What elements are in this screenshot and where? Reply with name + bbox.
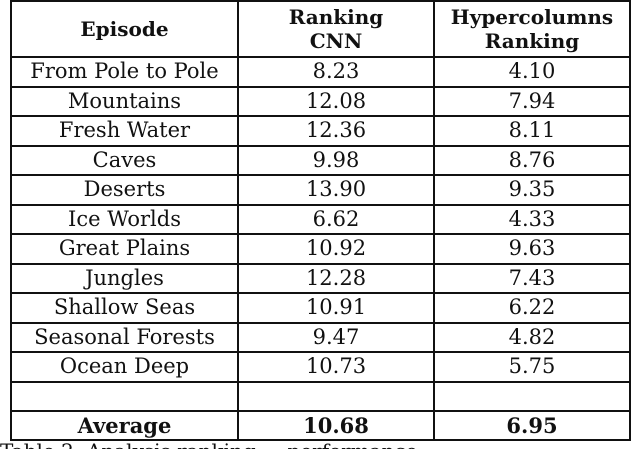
header-hypercolumns-ranking: Hypercolumns Ranking	[433, 0, 631, 58]
cell-ranking-cnn: 6.62	[237, 203, 435, 235]
header-episode: Episode	[10, 0, 239, 58]
header-hypercolumns-line2: Ranking	[484, 29, 580, 53]
table-row: Ocean Deep 10.73 5.75	[10, 351, 631, 383]
cell-hypercolumns: 6.22	[433, 292, 631, 324]
cell-hypercolumns: 5.75	[433, 351, 631, 383]
table-body: From Pole to Pole 8.23 4.10 Mountains 12…	[10, 56, 631, 412]
cell-episode: Fresh Water	[10, 115, 239, 147]
cell-episode: Ocean Deep	[10, 351, 239, 383]
cell-hypercolumns: 4.33	[433, 203, 631, 235]
cell-hypercolumns: 9.35	[433, 174, 631, 206]
header-ranking-cnn-line2: CNN	[309, 29, 363, 53]
cell-episode: Shallow Seas	[10, 292, 239, 324]
cell-ranking-cnn: 12.28	[237, 262, 435, 294]
cell-episode: Deserts	[10, 174, 239, 206]
cell-ranking-cnn: 12.36	[237, 115, 435, 147]
cell-episode: From Pole to Pole	[10, 56, 239, 88]
cell-ranking-cnn: 9.98	[237, 144, 435, 176]
table-header: Episode Ranking CNN Hypercolumns Ranking	[10, 0, 631, 58]
table-footer: Average 10.68 6.95	[10, 410, 631, 441]
cell-hypercolumns: 7.94	[433, 85, 631, 117]
table-row: Shallow Seas 10.91 6.22	[10, 292, 631, 324]
cell-ranking-cnn: 12.08	[237, 85, 435, 117]
cell-episode: Ice Worlds	[10, 203, 239, 235]
table-row: From Pole to Pole 8.23 4.10	[10, 56, 631, 88]
cell-hypercolumns: 7.43	[433, 262, 631, 294]
table-row: Ice Worlds 6.62 4.33	[10, 203, 631, 235]
table-row: Seasonal Forests 9.47 4.82	[10, 321, 631, 353]
average-ranking-cnn: 10.68	[237, 410, 435, 441]
table-row: Fresh Water 12.36 8.11	[10, 115, 631, 147]
table-row: Great Plains 10.92 9.63	[10, 233, 631, 265]
cell-episode: Caves	[10, 144, 239, 176]
cell-episode: Great Plains	[10, 233, 239, 265]
cell-ranking-cnn: 9.47	[237, 321, 435, 353]
header-episode-text: Episode	[80, 17, 169, 41]
table-row: Deserts 13.90 9.35	[10, 174, 631, 206]
cell-ranking-cnn: 10.73	[237, 351, 435, 383]
cell-ranking-cnn: 10.91	[237, 292, 435, 324]
cell-ranking-cnn: 13.90	[237, 174, 435, 206]
table-separator	[10, 380, 631, 412]
average-hypercolumns: 6.95	[433, 410, 631, 441]
table-row: Caves 9.98 8.76	[10, 144, 631, 176]
results-table-container: Episode Ranking CNN Hypercolumns Ranking…	[10, 0, 631, 441]
average-row: Average 10.68 6.95	[10, 410, 631, 441]
cell-hypercolumns: 8.11	[433, 115, 631, 147]
cell-episode: Seasonal Forests	[10, 321, 239, 353]
header-row: Episode Ranking CNN Hypercolumns Ranking	[10, 0, 631, 58]
header-ranking-cnn-line1: Ranking	[288, 5, 384, 29]
header-hypercolumns-line1: Hypercolumns	[450, 5, 614, 29]
cell-hypercolumns: 8.76	[433, 144, 631, 176]
table-row: Jungles 12.28 7.43	[10, 262, 631, 294]
cell-episode: Mountains	[10, 85, 239, 117]
cell-ranking-cnn: 8.23	[237, 56, 435, 88]
results-table: Episode Ranking CNN Hypercolumns Ranking…	[10, 0, 631, 441]
cell-ranking-cnn: 10.92	[237, 233, 435, 265]
table-caption: Table 2: Analysis ranking ... performanc…	[0, 441, 640, 449]
cell-hypercolumns: 4.10	[433, 56, 631, 88]
header-ranking-cnn: Ranking CNN	[237, 0, 435, 58]
average-label: Average	[10, 410, 239, 441]
cell-episode: Jungles	[10, 262, 239, 294]
cell-hypercolumns: 9.63	[433, 233, 631, 265]
table-row: Mountains 12.08 7.94	[10, 85, 631, 117]
cell-hypercolumns: 4.82	[433, 321, 631, 353]
